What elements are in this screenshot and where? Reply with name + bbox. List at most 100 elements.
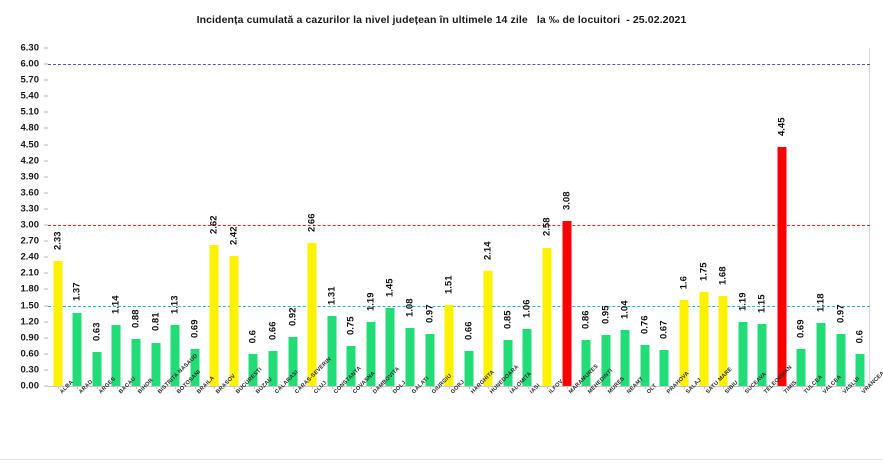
x-axis-tick-mark [605,386,607,389]
bar[interactable] [425,333,435,386]
bar-value-label: 3.08 [560,191,572,210]
x-axis-tick-mark [214,386,216,389]
x-axis-tick-mark [194,386,196,389]
bar[interactable] [268,350,278,386]
y-axis-tick-mark [44,305,48,307]
x-axis-tick-mark [742,386,744,389]
bar[interactable] [562,220,572,386]
bar-value-label: 0.85 [502,310,514,330]
bar[interactable] [190,348,200,386]
green-yellow-threshold [48,305,870,307]
bar[interactable] [307,243,317,386]
bar-slot: 0.69 [792,48,812,386]
bar[interactable] [288,336,298,386]
bar[interactable] [464,350,474,386]
y-axis-tick-mark [44,144,48,146]
bar-slot: 0.88 [126,48,146,386]
y-axis-tick-mark [44,321,48,323]
bar[interactable] [503,340,513,386]
bar[interactable] [444,305,454,386]
bottom-divider [0,459,883,460]
bar-slot: 0.86 [576,48,596,386]
bar-value-label: 1.37 [71,282,83,302]
bar-slot: 0.97 [831,48,851,386]
bar[interactable] [385,308,395,386]
x-axis-tick-mark [703,386,705,389]
bar[interactable] [777,147,787,386]
bar-slot: 1.18 [811,48,831,386]
x-axis-tick-mark [781,386,783,389]
bar[interactable] [483,271,493,386]
y-axis-tick-mark [44,256,48,258]
x-axis-tick-mark [507,386,509,389]
bar-value-label: 1.45 [384,278,396,298]
bar-value-label: 2.66 [306,213,318,233]
bar[interactable] [248,353,258,386]
bar[interactable] [53,261,63,386]
y-axis-tick-mark [44,176,48,178]
y-axis-tick-mark [44,63,48,65]
bar[interactable] [209,245,219,386]
bar-series: 2.33 1.37 0.63 1.14 0.88 0.81 1.13 0.69 2.62 2.42… [48,48,870,386]
bar-slot: 2.58 [537,48,557,386]
y-axis-tick-label: 6.30 [20,42,40,54]
bar[interactable] [131,338,141,386]
bar[interactable] [601,335,611,386]
chart-title: Incidența cumulată a cazurilor la nivel … [196,14,687,26]
bar-slot: 4.45 [772,48,792,386]
plot-area: 2.33 1.37 0.63 1.14 0.88 0.81 1.13 0.69 2.62 2.42… [48,48,870,386]
y-axis-tick-mark [44,385,48,387]
bar-value-label: 0.92 [286,307,298,326]
bar[interactable] [72,312,82,386]
bar[interactable] [111,324,121,386]
x-axis-tick-mark [684,386,686,389]
bar[interactable] [581,339,591,386]
bar-slot: 0.6 [244,48,264,386]
y-axis-tick-label: 1.20 [20,316,40,328]
bar[interactable] [346,345,356,386]
bar[interactable] [170,325,180,386]
y-axis-tick-mark [44,79,48,81]
bar-slot: 2.14 [479,48,499,386]
bar-slot: 0.81 [146,48,166,386]
x-axis-tick-mark [566,386,568,389]
bar[interactable] [620,330,630,386]
y-axis-tick-label: 6.00 [20,58,40,70]
x-axis-tick-mark [57,386,59,389]
bar[interactable] [229,256,239,386]
y-axis-tick-mark [44,95,48,97]
bar-slot: 0.63 [87,48,107,386]
bar[interactable] [327,315,337,386]
x-axis-tick-mark [860,386,862,389]
bar[interactable] [816,322,826,386]
bar-value-label: 0.97 [423,304,435,323]
bar-slot: 2.66 [302,48,322,386]
bar[interactable] [718,295,728,386]
bar[interactable] [855,353,865,386]
bar[interactable] [796,348,806,386]
x-axis-tick-mark [644,386,646,389]
bar[interactable] [679,300,689,386]
bar-slot: 1.75 [694,48,714,386]
bar[interactable] [757,324,767,386]
bar[interactable] [542,247,552,386]
x-axis-tick-mark [233,386,235,389]
bar[interactable] [659,350,669,386]
x-axis-tick-mark [136,386,138,389]
y-axis-tick-label: 0.30 [20,364,40,376]
bar[interactable] [522,329,532,386]
bar[interactable] [640,345,650,386]
bar[interactable] [836,333,846,386]
bar[interactable] [92,352,102,386]
x-axis: ALBA ARAD ARGES BACAU BIHOR BISTRITA NASAUD BO… [48,353,883,466]
bar[interactable] [738,322,748,386]
bar-value-label: 0.6 [854,329,866,343]
bar[interactable] [151,342,161,386]
bar[interactable] [405,328,415,386]
bar-value-label: 0.86 [580,310,592,329]
bar[interactable] [699,292,709,386]
bar[interactable] [366,322,376,386]
bar-slot: 1.19 [733,48,753,386]
y-axis-tick-mark [44,192,48,194]
